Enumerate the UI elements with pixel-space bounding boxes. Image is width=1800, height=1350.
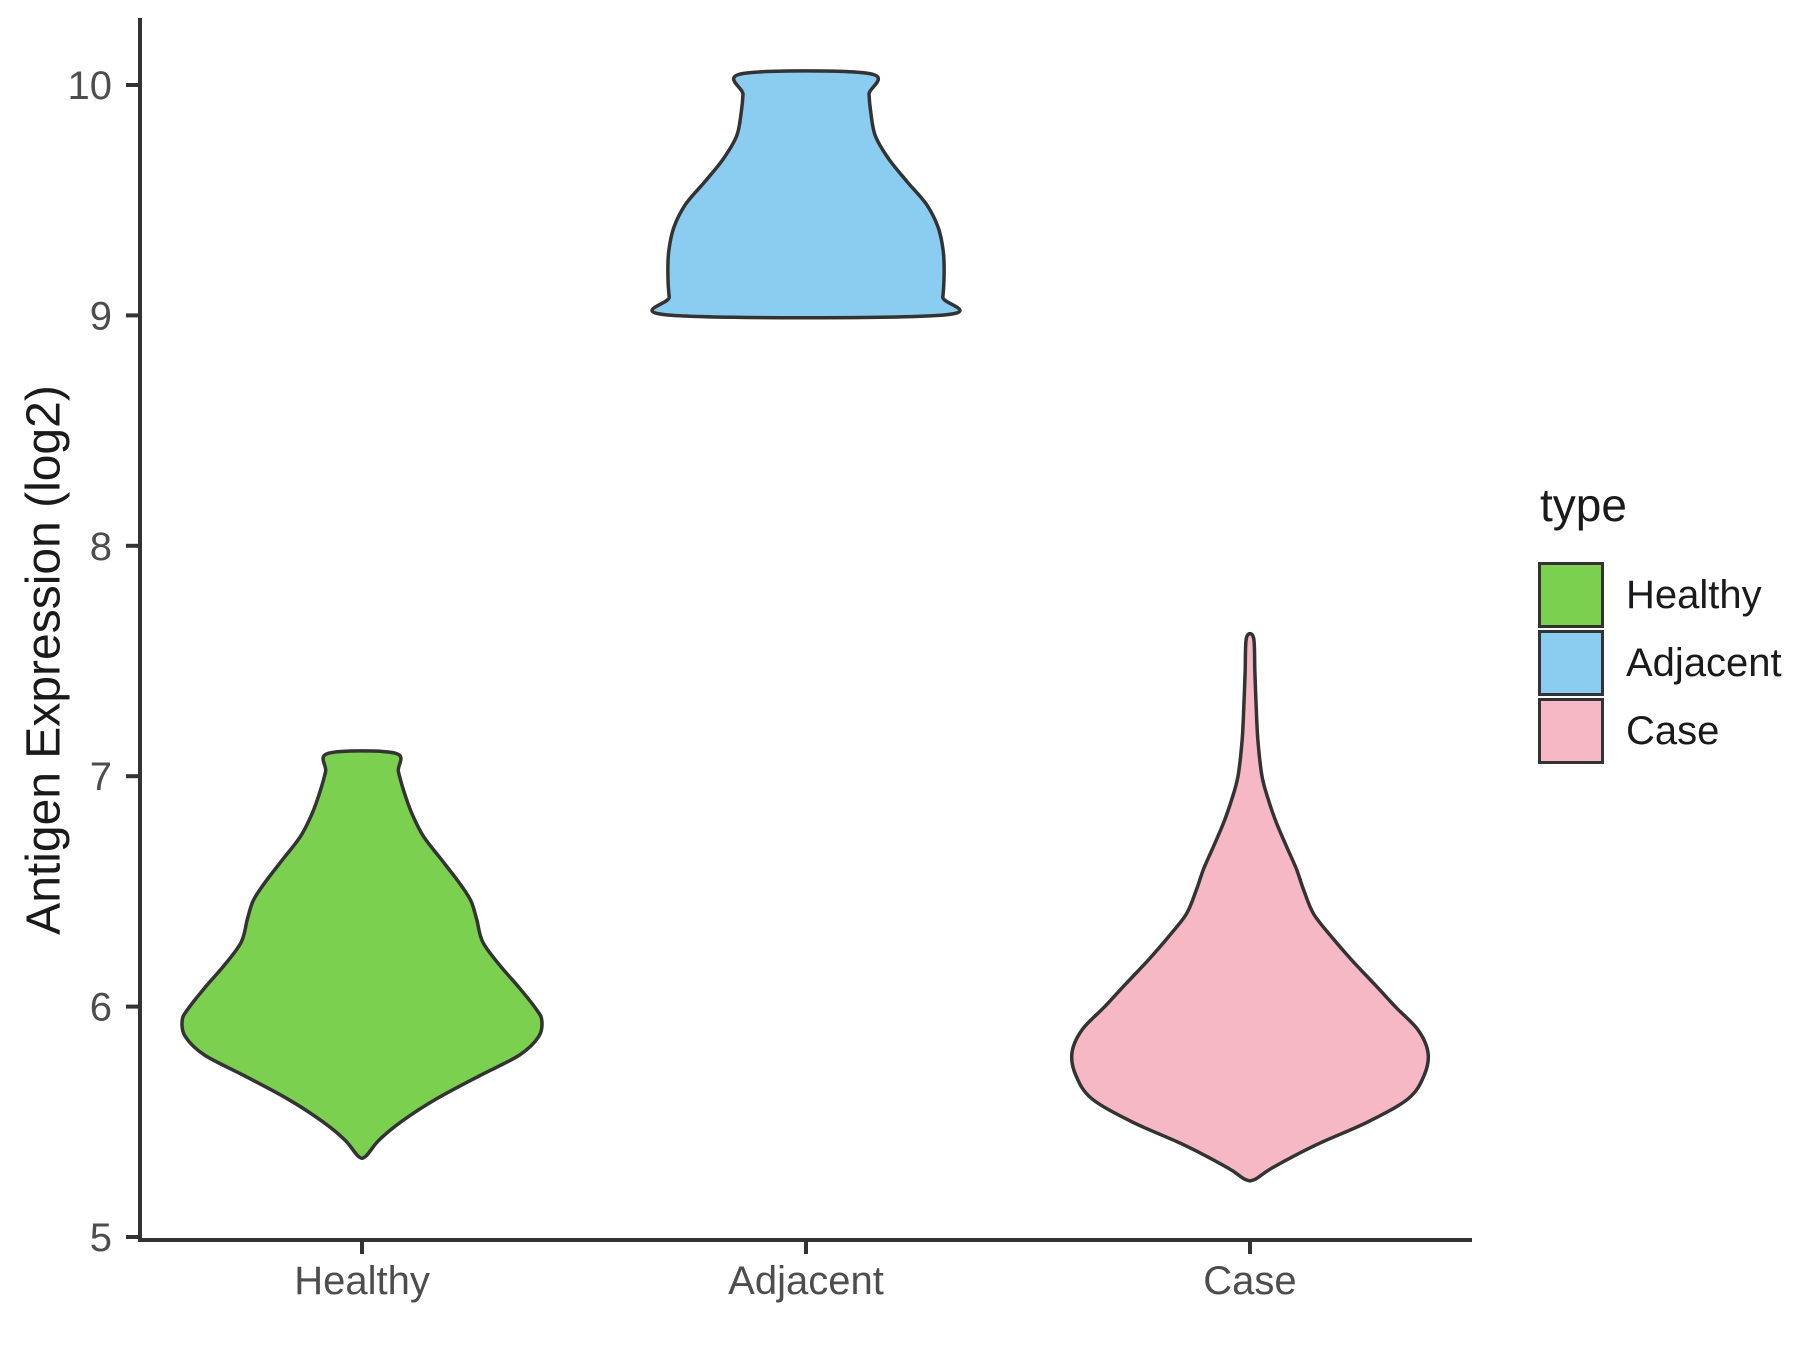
legend-item-case: Case	[1538, 698, 1782, 764]
legend-swatch-case	[1538, 698, 1604, 764]
y-axis-title: Antigen Expression (log2)	[17, 385, 71, 935]
violin-adjacent	[650, 69, 962, 320]
x-category-label: Healthy	[294, 1259, 430, 1303]
y-tick-label: 5	[90, 1216, 112, 1260]
y-tick-label: 8	[90, 525, 112, 569]
legend-swatch-healthy	[1538, 562, 1604, 628]
x-category-label: Case	[1203, 1259, 1296, 1303]
violin-case	[1069, 631, 1431, 1183]
y-tick-label: 6	[90, 986, 112, 1030]
legend-items: Healthy Adjacent Case	[1538, 562, 1782, 764]
violin-healthy	[180, 749, 544, 1161]
legend-title: type	[1540, 479, 1627, 531]
legend-label-adjacent: Adjacent	[1626, 640, 1782, 685]
y-tick-label: 10	[68, 64, 113, 108]
x-category-label: Adjacent	[728, 1259, 884, 1303]
y-tick-label: 9	[90, 294, 112, 338]
legend-item-healthy: Healthy	[1538, 562, 1782, 628]
legend-swatch-adjacent	[1538, 630, 1604, 696]
legend-item-adjacent: Adjacent	[1538, 630, 1782, 696]
axis-lines	[138, 18, 1472, 1242]
legend: type Healthy Adjacent Case	[1538, 478, 1782, 766]
legend-label-case: Case	[1626, 708, 1720, 753]
y-tick-label: 7	[90, 755, 112, 799]
legend-label-healthy: Healthy	[1626, 572, 1762, 617]
